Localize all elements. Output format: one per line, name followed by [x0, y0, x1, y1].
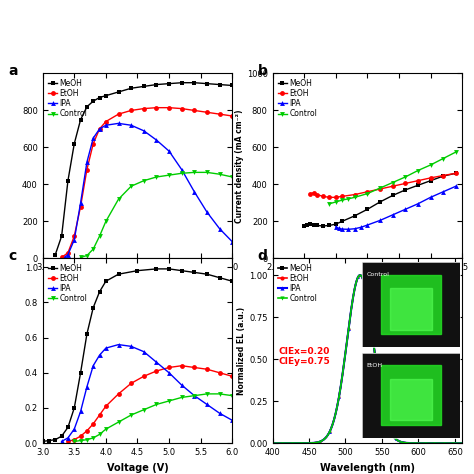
Legend: MeOH, EtOH, IPA, Control: MeOH, EtOH, IPA, Control	[276, 77, 319, 120]
Legend: MeOH, EtOH, IPA, Control: MeOH, EtOH, IPA, Control	[276, 262, 319, 305]
X-axis label: Voltage (V): Voltage (V)	[337, 278, 398, 288]
Y-axis label: Normalized EL (a.u.): Normalized EL (a.u.)	[237, 307, 246, 395]
Text: d: d	[257, 249, 267, 263]
Text: b: b	[257, 64, 267, 78]
Text: CIEx=0.20
CIEy=0.75: CIEx=0.20 CIEy=0.75	[278, 347, 330, 366]
Y-axis label: Current density (mA cm⁻²): Current density (mA cm⁻²)	[235, 109, 244, 223]
Text: a: a	[9, 64, 18, 78]
Legend: MeOH, EtOH, IPA, Control: MeOH, EtOH, IPA, Control	[46, 262, 89, 305]
X-axis label: Wavelength (nm): Wavelength (nm)	[320, 463, 415, 473]
Text: c: c	[9, 249, 17, 263]
X-axis label: Voltage (V): Voltage (V)	[107, 278, 168, 288]
X-axis label: Voltage (V): Voltage (V)	[107, 463, 168, 473]
Legend: MeOH, EtOH, IPA, Control: MeOH, EtOH, IPA, Control	[46, 77, 89, 120]
